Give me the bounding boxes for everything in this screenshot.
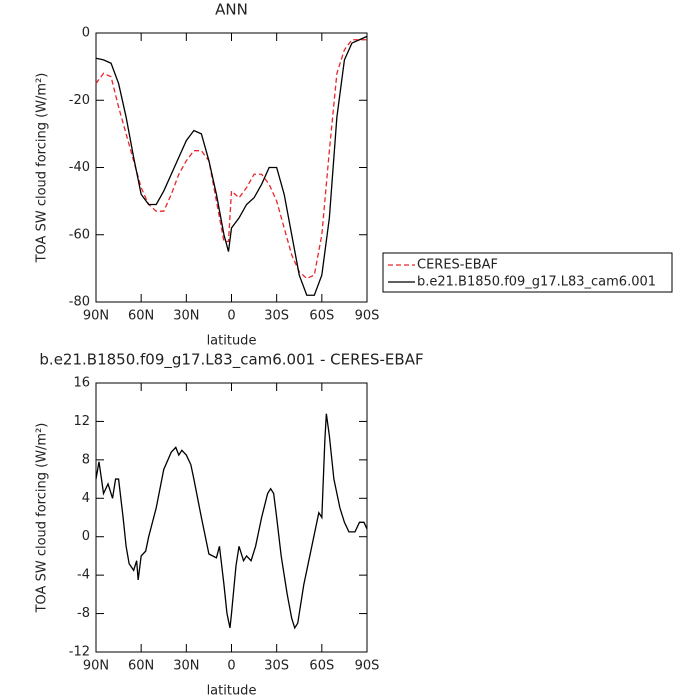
y-tick-label: 12	[73, 414, 90, 429]
y-tick-label: -40	[69, 160, 90, 175]
data-line	[95, 35, 368, 296]
y-tick-label: 0	[82, 26, 90, 41]
x-tick-label: 60N	[128, 659, 154, 674]
legend-box	[382, 252, 673, 293]
x-tick-label: 30N	[173, 659, 199, 674]
legend-label: CERES-EBAF	[417, 258, 498, 273]
x-tick-label: 60S	[309, 659, 334, 674]
y-tick-label: 8	[82, 452, 90, 467]
y-tick-label: -60	[69, 227, 90, 242]
x-tick-label: 0	[227, 659, 235, 674]
chart-title: ANN	[215, 1, 248, 19]
data-line	[95, 413, 368, 630]
x-tick-label: 30S	[264, 309, 289, 324]
x-tick-label: 30N	[173, 309, 199, 324]
y-tick-label: -80	[69, 295, 90, 310]
y-tick-label: 4	[82, 491, 90, 506]
y-tick-label: -8	[77, 606, 90, 621]
x-axis-label: latitude	[207, 684, 257, 699]
y-axis-label: TOA SW cloud forcing (W/m²)	[35, 423, 50, 614]
legend-label: b.e21.B1850.f09_g17.L83_cam6.001	[417, 275, 656, 290]
y-tick-label: -4	[77, 568, 90, 583]
y-tick-label: 16	[73, 376, 90, 391]
y-axis-label: TOA SW cloud forcing (W/m²)	[35, 73, 50, 264]
x-tick-label: 0	[227, 309, 235, 324]
x-tick-label: 90N	[83, 309, 109, 324]
y-tick-label: -20	[69, 93, 90, 108]
y-tick-label: 0	[82, 529, 90, 544]
x-tick-label: 30S	[264, 659, 289, 674]
x-tick-label: 60S	[309, 309, 334, 324]
x-axis-label: latitude	[207, 334, 257, 349]
x-tick-label: 90N	[83, 659, 109, 674]
x-tick-label: 90S	[355, 309, 380, 324]
x-tick-label: 60N	[128, 309, 154, 324]
y-tick-label: -12	[69, 645, 90, 660]
plot-frame	[95, 32, 368, 303]
x-tick-label: 90S	[355, 659, 380, 674]
data-line	[95, 39, 367, 280]
chart-title: b.e21.B1850.f09_g17.L83_cam6.001 - CERES…	[39, 351, 423, 370]
